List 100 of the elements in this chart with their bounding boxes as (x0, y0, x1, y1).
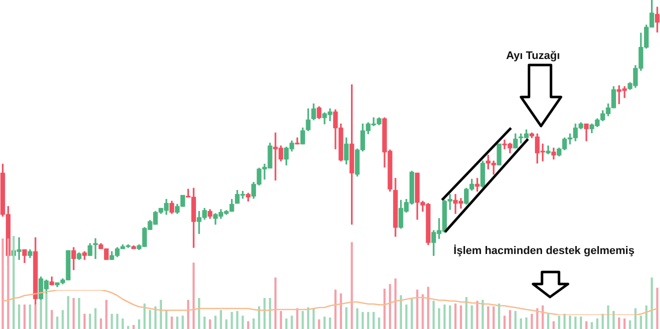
annotation: İşlem hacminden destek gelmemiş (454, 245, 634, 257)
bar (132, 324, 135, 329)
bar (225, 319, 228, 329)
bar (203, 316, 206, 329)
bar (574, 316, 577, 329)
bar (612, 311, 615, 329)
bar (448, 305, 452, 329)
bar (650, 278, 653, 329)
bar (274, 278, 277, 329)
bar (242, 316, 244, 329)
bar (628, 320, 632, 329)
bar (182, 316, 184, 329)
bar (28, 304, 32, 329)
bar (100, 318, 102, 329)
bar (50, 310, 53, 329)
bar (634, 308, 637, 329)
bar (482, 300, 484, 329)
bar (590, 322, 593, 329)
bar (247, 321, 250, 329)
bar (487, 306, 490, 329)
bar (623, 318, 626, 329)
bar (12, 236, 15, 329)
bar (290, 316, 293, 329)
bar (350, 242, 353, 329)
bar (345, 307, 348, 329)
bar (596, 318, 598, 329)
bar (220, 310, 222, 329)
bar (138, 319, 140, 329)
bar (378, 318, 380, 329)
bar (362, 312, 364, 329)
bar (454, 304, 457, 329)
bar (492, 306, 495, 329)
bar (105, 300, 108, 329)
bar (18, 304, 20, 329)
bar (285, 318, 288, 329)
bar (558, 316, 560, 329)
bar (640, 316, 642, 329)
bar (302, 311, 304, 329)
bar (372, 312, 375, 329)
bar (656, 288, 658, 329)
bar (525, 318, 528, 329)
bar (383, 288, 386, 329)
bar (208, 319, 212, 329)
bar (503, 316, 506, 329)
bar (536, 308, 538, 329)
bar (602, 314, 604, 329)
bar (470, 305, 473, 329)
bar (83, 314, 86, 329)
bar (122, 318, 124, 329)
bar (356, 308, 358, 329)
bar (476, 300, 478, 329)
bar (547, 314, 550, 329)
bar (580, 316, 582, 329)
annotation: Ayı Tuzağı (506, 50, 560, 62)
bar (110, 314, 113, 329)
bar (552, 321, 555, 329)
bar (438, 308, 440, 329)
bar (530, 314, 533, 329)
bar (307, 307, 310, 329)
bar (176, 316, 178, 329)
bar (78, 298, 80, 329)
bar (192, 262, 195, 329)
bar (460, 305, 462, 329)
bar (318, 319, 320, 329)
bar (422, 294, 424, 329)
bar (67, 296, 70, 329)
bar (367, 312, 370, 329)
bar (568, 316, 572, 329)
bar (214, 316, 217, 329)
bar (280, 311, 282, 329)
bar (170, 316, 173, 329)
bar (328, 318, 332, 329)
bar (432, 300, 435, 329)
bar (94, 308, 97, 329)
bar (410, 298, 413, 329)
bar (542, 305, 544, 329)
bar (514, 311, 517, 329)
bar (508, 310, 512, 329)
candlestick (93, 238, 98, 259)
bar (88, 314, 92, 329)
bar (62, 310, 64, 329)
bar (405, 304, 408, 329)
bar (127, 326, 130, 329)
bar (23, 304, 26, 329)
bar (236, 311, 238, 329)
bar (323, 316, 326, 329)
bar (252, 318, 255, 329)
bar (72, 298, 75, 329)
bar (2, 238, 4, 329)
bar (443, 304, 446, 329)
bar (585, 321, 588, 329)
bar (116, 314, 118, 329)
bar (618, 318, 620, 329)
bar (187, 300, 190, 329)
bar (296, 308, 298, 329)
bar (394, 278, 397, 329)
bar (230, 312, 233, 329)
bar (607, 305, 610, 329)
bar (427, 286, 430, 329)
bar (520, 318, 522, 329)
